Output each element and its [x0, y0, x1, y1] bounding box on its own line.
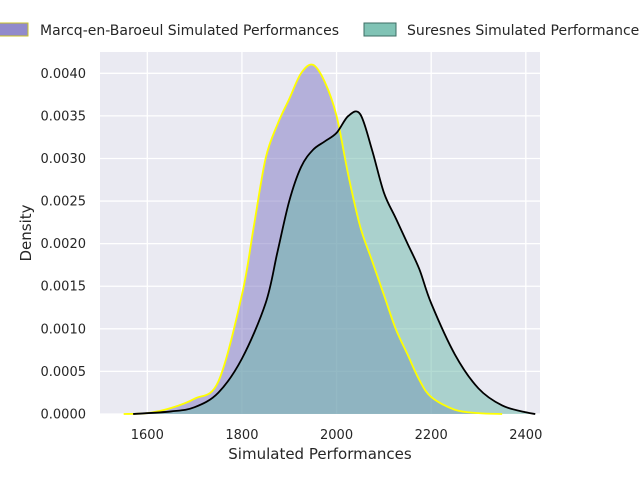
y-tick-label: 0.0005	[41, 365, 87, 380]
x-tick-label: 2000	[320, 428, 353, 443]
y-axis-ticks: 0.0000 0.0005 0.0010 0.0015 0.0020 0.0025 0.00…	[41, 67, 87, 423]
x-axis-label: Simulated Performances	[228, 445, 412, 463]
density-area-series-2	[133, 111, 536, 414]
density-line-series-1	[123, 63, 503, 415]
y-tick-label: 0.0035	[41, 109, 87, 124]
y-axis-label: Density	[17, 204, 35, 261]
y-tick-label: 0.0025	[41, 195, 87, 210]
legend-label-series-1: Marcq-en-Baroeul Simulated Performances	[40, 23, 339, 39]
y-tick-label: 0.0020	[41, 237, 87, 252]
y-tick-label: 0.0040	[41, 67, 87, 82]
series-layer	[123, 63, 536, 415]
legend-swatch-series-1	[0, 22, 29, 37]
y-tick-label: 0.0000	[41, 408, 87, 423]
y-tick-label: 0.0010	[41, 322, 87, 337]
y-tick-label: 0.0015	[41, 280, 87, 295]
density-line-series-2	[133, 110, 536, 415]
legend: Marcq-en-Baroeul Simulated Performances S…	[0, 22, 640, 39]
x-tick-label: 2200	[415, 428, 448, 443]
legend-label-series-2: Suresnes Simulated Performances	[407, 23, 640, 39]
x-tick-label: 2400	[509, 428, 542, 443]
x-tick-label: 1800	[225, 428, 258, 443]
legend-swatch-series-2	[363, 22, 397, 37]
y-tick-label: 0.0030	[41, 152, 87, 167]
x-tick-label: 1600	[131, 428, 164, 443]
x-axis-ticks: 1600 1800 2000 2200 2400	[131, 428, 543, 443]
